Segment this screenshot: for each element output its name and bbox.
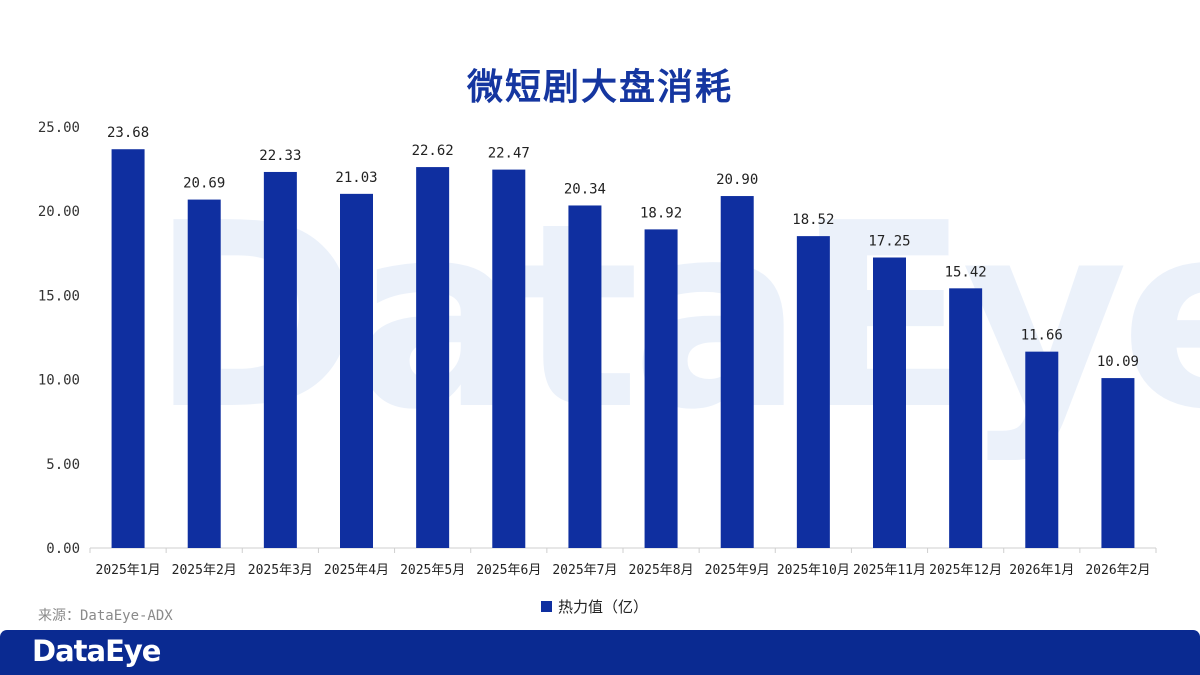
bar xyxy=(568,205,602,548)
bar xyxy=(111,149,145,548)
footer-logo: DataEye xyxy=(32,634,161,668)
data-label: 20.34 xyxy=(564,181,606,197)
x-tick-label: 2025年1月 xyxy=(96,563,161,578)
data-label: 17.25 xyxy=(868,234,910,250)
data-label: 21.03 xyxy=(335,170,377,186)
data-label: 18.92 xyxy=(640,205,682,221)
data-label: 20.90 xyxy=(716,172,758,188)
y-tick-label: 10.00 xyxy=(38,373,80,389)
y-tick-label: 25.00 xyxy=(38,120,80,136)
data-label: 20.69 xyxy=(183,176,225,192)
source-note: 来源：DataEye-ADX xyxy=(38,608,173,624)
x-tick-label: 2025年8月 xyxy=(629,563,694,578)
x-tick-label: 2025年2月 xyxy=(172,563,237,578)
y-tick-label: 20.00 xyxy=(38,204,80,220)
bar xyxy=(263,171,297,548)
data-label: 10.09 xyxy=(1097,354,1139,370)
bar xyxy=(187,199,221,549)
bar xyxy=(720,196,754,548)
bar xyxy=(416,167,450,548)
data-label: 22.47 xyxy=(488,146,530,162)
bar xyxy=(1025,351,1059,548)
bar xyxy=(492,169,526,548)
x-tick-label: 2025年7月 xyxy=(552,563,617,578)
x-tick-label: 2025年10月 xyxy=(777,563,850,578)
data-label: 22.62 xyxy=(412,143,454,159)
x-tick-label: 2026年1月 xyxy=(1009,563,1074,578)
x-tick-label: 2025年11月 xyxy=(853,563,926,578)
legend[interactable]: 热力值（亿） xyxy=(541,596,648,617)
footer-bar: DataEye xyxy=(0,630,1200,675)
x-tick-label: 2025年5月 xyxy=(400,563,465,578)
bar xyxy=(644,229,678,548)
x-tick-label: 2025年4月 xyxy=(324,563,389,578)
bar xyxy=(873,257,906,548)
x-tick-label: 2025年3月 xyxy=(248,563,313,578)
data-label: 22.33 xyxy=(259,148,301,164)
legend-swatch xyxy=(541,601,552,612)
x-tick-label: 2025年9月 xyxy=(705,563,770,578)
x-tick-label: 2025年12月 xyxy=(929,563,1002,578)
data-label: 18.52 xyxy=(792,212,834,228)
data-label: 23.68 xyxy=(107,125,149,141)
legend-label: 热力值（亿） xyxy=(558,598,649,616)
y-tick-label: 0.00 xyxy=(46,541,80,557)
y-tick-label: 15.00 xyxy=(38,288,80,304)
bar xyxy=(1101,378,1135,548)
x-tick-label: 2025年6月 xyxy=(476,563,541,578)
bar xyxy=(340,193,373,548)
x-tick-label: 2026年2月 xyxy=(1085,563,1150,578)
data-label: 11.66 xyxy=(1021,328,1063,344)
chart-title: 微短剧大盘消耗 xyxy=(466,67,733,108)
bar xyxy=(949,288,983,548)
data-label: 15.42 xyxy=(945,264,987,280)
bar xyxy=(796,236,830,548)
y-tick-label: 5.00 xyxy=(46,457,80,473)
